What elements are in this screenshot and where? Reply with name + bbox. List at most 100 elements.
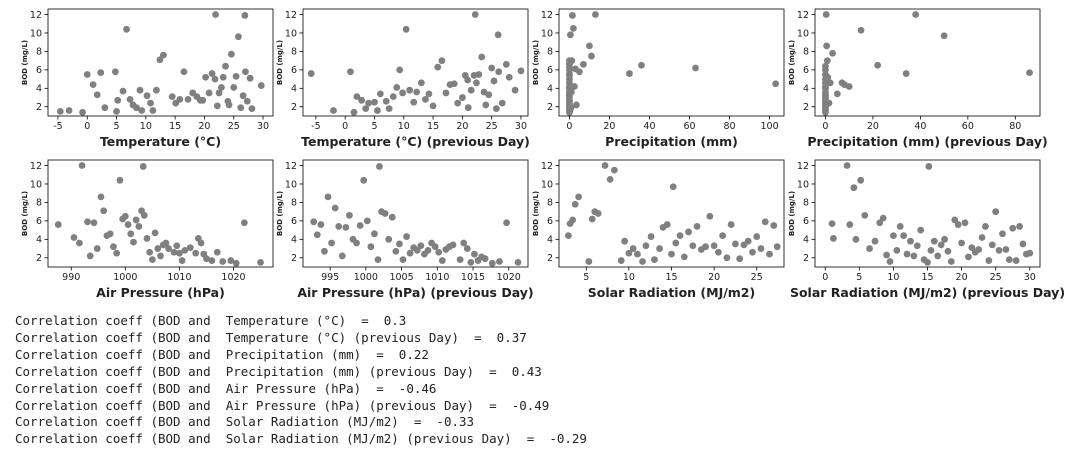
data-point: [601, 162, 609, 169]
data-point: [772, 80, 779, 88]
y-tick-label: 8: [291, 47, 297, 58]
data-point: [417, 79, 425, 87]
x-tick-label: 20: [708, 272, 720, 283]
y-tick-label: 10: [541, 179, 553, 190]
data-point: [434, 63, 442, 71]
data-point: [149, 107, 157, 114]
data-point: [424, 247, 432, 254]
data-point: [770, 222, 778, 229]
data-point: [861, 211, 869, 219]
x-tick-label: 990: [62, 272, 80, 283]
data-point: [208, 70, 216, 77]
x-tick-label: 1005: [389, 272, 413, 283]
data-point: [240, 219, 248, 227]
data-point: [475, 71, 483, 78]
data-point: [824, 73, 832, 81]
data-point: [823, 42, 831, 50]
data-point: [93, 245, 101, 252]
data-point: [961, 219, 969, 227]
data-point: [132, 216, 140, 224]
data-point: [365, 99, 373, 107]
y-axis-label: BOD (mg/L): [276, 40, 284, 85]
data-point: [912, 11, 920, 18]
data-point: [213, 102, 221, 110]
y-tick-label: 10: [285, 28, 297, 39]
data-point: [54, 221, 62, 228]
x-tick-label: 10: [140, 121, 152, 132]
data-point: [374, 256, 382, 264]
data-point: [995, 247, 1003, 254]
data-point: [886, 258, 894, 265]
data-point: [241, 12, 249, 19]
data-point: [126, 96, 134, 103]
x-tick-label: 0: [342, 121, 348, 132]
data-point: [1016, 223, 1023, 230]
x-tick-label: -5: [311, 121, 320, 132]
data-point: [173, 242, 181, 250]
data-point: [79, 108, 86, 116]
y-tick-label: 6: [547, 216, 553, 227]
data-point: [140, 211, 148, 219]
data-point: [629, 245, 637, 252]
data-point: [517, 67, 525, 75]
x-tick-label: 10: [623, 272, 635, 283]
data-point: [157, 252, 164, 260]
y-tick-label: 4: [803, 235, 809, 246]
data-point: [850, 184, 858, 192]
data-point: [883, 251, 890, 259]
data-point: [86, 252, 94, 260]
data-point: [467, 258, 475, 266]
data-point: [606, 175, 614, 183]
data-point: [576, 68, 583, 76]
data-point: [567, 31, 574, 39]
data-point: [934, 252, 942, 260]
data-point: [454, 99, 462, 107]
data-point: [638, 61, 645, 69]
data-point: [588, 215, 596, 223]
data-point: [464, 104, 472, 112]
y-tick-label: 6: [36, 65, 42, 76]
x-tick-label: 10: [887, 272, 899, 283]
scatter-panel: -5 0 5 10 15 20 25 30 2 4 6 8 10 12 Temperature (°C) BO…: [21, 8, 274, 149]
data-point: [211, 75, 219, 83]
y-tick-label: 4: [547, 84, 553, 95]
data-point: [482, 101, 490, 109]
data-point: [413, 88, 421, 96]
y-axis-label: BOD (mg/L): [21, 40, 29, 85]
data-point: [575, 193, 582, 201]
x-tick-label: 0: [822, 121, 828, 132]
data-point: [668, 250, 675, 258]
data-point: [503, 219, 510, 227]
y-tick-label: 2: [547, 102, 553, 113]
data-point: [988, 241, 996, 249]
data-point: [917, 226, 925, 234]
data-point: [930, 237, 938, 245]
data-point: [438, 57, 446, 65]
y-axis-label: BOD (mg/L): [21, 191, 29, 236]
data-point: [822, 62, 829, 70]
data-point: [147, 99, 154, 107]
data-point: [940, 32, 948, 40]
data-point: [317, 221, 325, 228]
data-point: [617, 257, 625, 264]
data-point: [727, 221, 735, 228]
data-point: [676, 232, 684, 240]
y-tick-label: 2: [36, 102, 42, 113]
data-point: [143, 92, 151, 100]
output-line: Correlation coeff (BOD and Temperature (…: [15, 329, 527, 345]
data-point: [367, 243, 375, 251]
data-point: [866, 245, 873, 252]
scatter-panel: 990 1000 1010 1020 2 4 6 8 10 12 Air Pressure (hPa…: [21, 159, 274, 300]
data-point: [257, 82, 265, 89]
y-tick-label: 6: [803, 216, 809, 227]
plot-frame: [47, 159, 274, 268]
y-tick-label: 12: [541, 161, 553, 172]
data-point: [133, 104, 140, 112]
data-point: [902, 70, 910, 77]
data-point: [924, 258, 931, 266]
data-point: [982, 223, 989, 230]
data-point: [162, 239, 170, 247]
data-point: [181, 247, 189, 254]
data-point: [406, 86, 414, 94]
